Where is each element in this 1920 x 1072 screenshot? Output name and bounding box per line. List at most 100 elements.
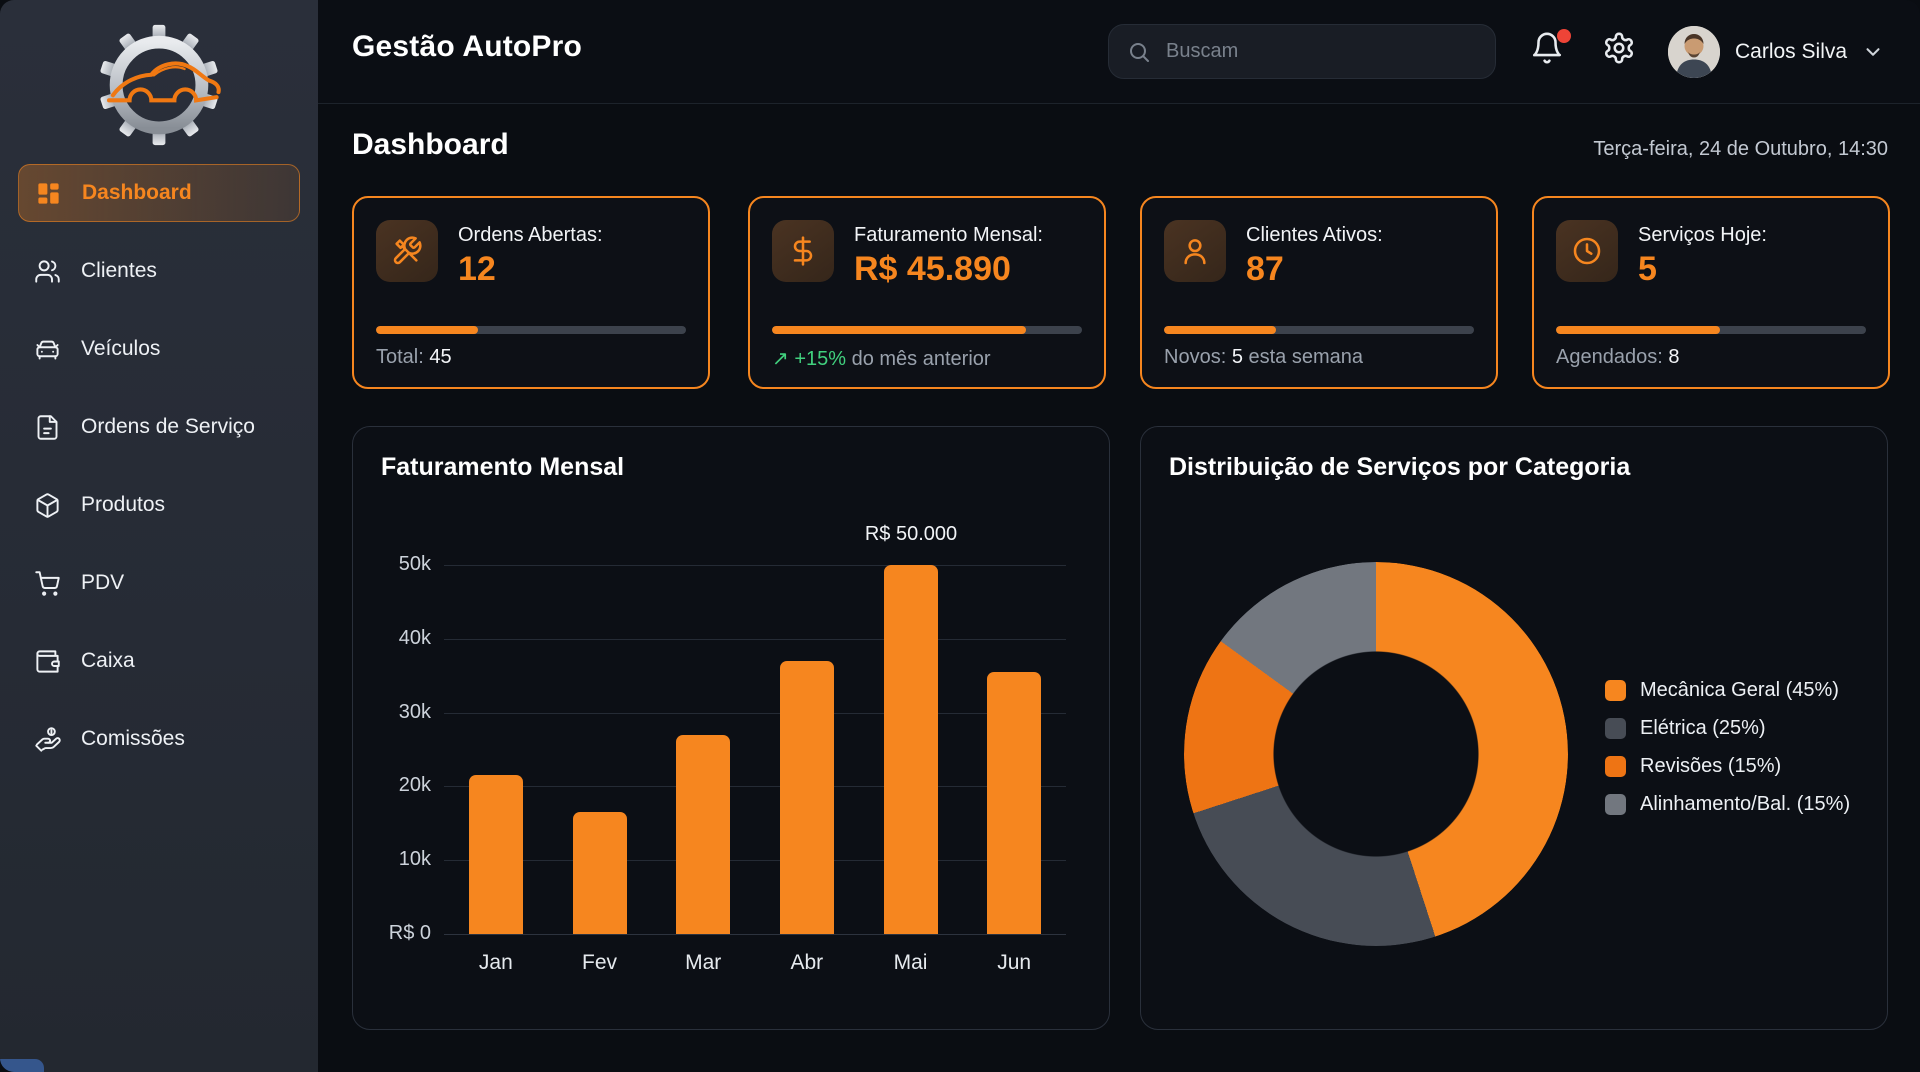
stat-card-clientes-ativos: Clientes Ativos: 87 Novos: 5 esta semana xyxy=(1140,196,1498,389)
sidebar-item-label: PDV xyxy=(81,571,125,594)
sidebar-item-label: Ordens de Serviço xyxy=(81,415,255,438)
footer-suffix: do mês anterior xyxy=(851,348,991,370)
gridline xyxy=(444,860,1066,862)
legend-item: Alinhamento/Bal. (15%) xyxy=(1605,789,1850,819)
progress-track xyxy=(1164,326,1474,334)
y-tick: 50k xyxy=(398,553,431,575)
shopping-cart-icon xyxy=(35,570,60,596)
search-input[interactable] xyxy=(1164,39,1477,64)
stat-footer: Total: 45 xyxy=(376,346,452,369)
legend-item: Mecânica Geral (45%) xyxy=(1605,675,1850,705)
stat-label: Clientes Ativos: xyxy=(1246,224,1383,246)
axis-baseline xyxy=(444,934,1066,935)
stat-footer: ↗ +15% do mês anterior xyxy=(772,346,991,371)
sidebar-item-label: Clientes xyxy=(81,259,157,282)
file-text-icon xyxy=(37,414,58,440)
search-box[interactable] xyxy=(1108,24,1496,79)
bar-jan xyxy=(468,775,523,934)
footer-prefix: Total: xyxy=(376,346,424,368)
stat-value: R$ 45.890 xyxy=(854,250,1011,288)
user-menu[interactable]: Carlos Silva xyxy=(1668,24,1884,80)
legend-swatch xyxy=(1605,717,1626,739)
sidebar-item-label: Comissões xyxy=(81,727,185,750)
app-title: Gestão AutoPro xyxy=(352,30,583,63)
x-label: Fev xyxy=(581,951,618,974)
search-icon xyxy=(1130,42,1149,62)
bar-chart-card: Faturamento Mensal 50k 40k 30k 20k 10k R… xyxy=(352,426,1110,1030)
chart-legend: Mecânica Geral (45%) Elétrica (25%) Revi… xyxy=(1605,675,1850,819)
clock-icon xyxy=(1573,237,1601,265)
stat-value: 5 xyxy=(1638,250,1657,288)
user-icon xyxy=(1184,239,1206,265)
progress-fill xyxy=(1556,326,1721,334)
sidebar-item-label: Veículos xyxy=(81,337,161,360)
donut-chart-card: Distribuição de Serviços por Categoria M… xyxy=(1140,426,1888,1030)
x-label: Jan xyxy=(478,951,513,974)
trend-up-label: ↗ +15% xyxy=(772,348,847,370)
footer-prefix: Agendados: xyxy=(1556,346,1663,368)
sidebar-item-veiculos[interactable]: Veículos xyxy=(18,320,300,378)
bar-jun xyxy=(987,672,1042,934)
progress-fill xyxy=(772,326,1027,334)
y-tick: 40k xyxy=(398,626,431,649)
gridline xyxy=(444,786,1066,788)
page-datetime: Terça-feira, 24 de Outubro, 14:30 xyxy=(1593,138,1888,160)
legend-swatch xyxy=(1605,755,1626,777)
progress-track xyxy=(772,326,1082,334)
app-logo xyxy=(0,0,318,160)
hand-coins-icon xyxy=(35,726,61,752)
stat-card-servicos-hoje: Serviços Hoje: 5 Agendados: 8 xyxy=(1532,196,1890,389)
sidebar-item-comissoes[interactable]: Comissões xyxy=(18,710,300,768)
sidebar-item-label: Produtos xyxy=(81,493,166,516)
progress-fill xyxy=(376,326,479,334)
notifications-button[interactable] xyxy=(1530,29,1572,73)
footer-value: 45 xyxy=(429,346,452,368)
stat-icon-tile xyxy=(376,220,438,282)
sidebar: Dashboard Clientes Veículos xyxy=(0,0,318,1072)
gear-icon xyxy=(1604,32,1634,64)
y-tick: 30k xyxy=(398,700,431,723)
chevron-down-icon xyxy=(1866,48,1880,56)
stat-value: 87 xyxy=(1246,250,1284,288)
stat-value: 12 xyxy=(458,250,496,288)
legend-item: Elétrica (25%) xyxy=(1605,713,1850,743)
package-icon xyxy=(36,492,59,518)
sidebar-item-clientes[interactable]: Clientes xyxy=(18,242,300,300)
donut-chart xyxy=(1184,562,1568,946)
dashboard-grid-icon xyxy=(38,182,59,204)
stat-card-faturamento: Faturamento Mensal: R$ 45.890 ↗ +15% do … xyxy=(748,196,1106,389)
user-name: Carlos Silva xyxy=(1735,40,1848,63)
gridline xyxy=(444,565,1066,566)
settings-button[interactable] xyxy=(1602,31,1644,73)
sidebar-item-pdv[interactable]: PDV xyxy=(18,554,300,612)
bar-mar xyxy=(676,734,731,934)
progress-track xyxy=(1556,326,1866,334)
bar-mai xyxy=(883,565,938,934)
stat-icon-tile xyxy=(1556,220,1618,282)
legend-label: Elétrica (25%) xyxy=(1640,716,1766,739)
stat-footer: Novos: 5 esta semana xyxy=(1164,346,1363,369)
bar-chart-title: Faturamento Mensal xyxy=(381,453,625,481)
legend-swatch xyxy=(1605,793,1626,815)
bar-abr xyxy=(779,660,834,934)
topbar: Gestão AutoPro xyxy=(318,0,1920,104)
sidebar-item-dashboard[interactable]: Dashboard xyxy=(18,164,300,222)
avatar xyxy=(1668,26,1720,78)
footer-value: 5 xyxy=(1231,346,1243,368)
stat-label: Ordens Abertas: xyxy=(458,224,603,246)
bar-fev xyxy=(572,812,627,934)
bar-value-annotation: R$ 50.000 xyxy=(864,523,958,545)
car-icon xyxy=(36,340,59,359)
footer-value: 8 xyxy=(1668,346,1680,368)
legend-label: Alinhamento/Bal. (15%) xyxy=(1640,792,1851,815)
sidebar-item-caixa[interactable]: Caixa xyxy=(18,632,300,690)
dollar-icon xyxy=(793,236,813,266)
gridline xyxy=(444,712,1066,714)
progress-fill xyxy=(1164,326,1276,334)
stat-footer: Agendados: 8 xyxy=(1556,346,1679,369)
sidebar-item-ordens[interactable]: Ordens de Serviço xyxy=(18,398,300,456)
users-icon xyxy=(35,259,60,283)
stat-card-ordens-abertas: Ordens Abertas: 12 Total: 45 xyxy=(352,196,710,389)
stat-icon-tile xyxy=(1164,220,1226,282)
sidebar-item-produtos[interactable]: Produtos xyxy=(18,476,300,534)
